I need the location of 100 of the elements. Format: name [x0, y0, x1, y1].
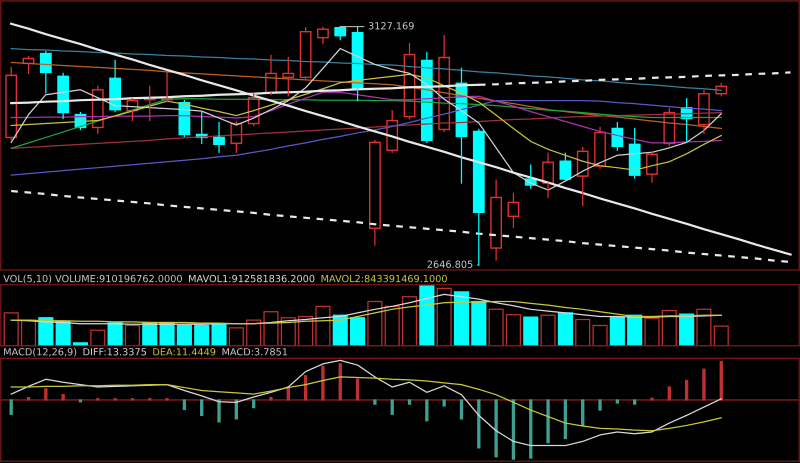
- candlestick: [144, 86, 156, 122]
- bar: [298, 316, 314, 346]
- bar: [668, 386, 671, 401]
- candlestick: [438, 35, 450, 132]
- candlestick: [386, 110, 398, 153]
- bar: [269, 397, 273, 401]
- bar: [408, 399, 412, 405]
- text: MACD:3.7851: [222, 348, 288, 356]
- bar: [540, 314, 556, 346]
- candlestick: [248, 92, 260, 126]
- candlestick: [663, 108, 676, 146]
- text: MAVOL1:912581836.2000: [189, 274, 314, 282]
- bar: [702, 368, 706, 401]
- candlestick: [126, 98, 138, 122]
- bar: [425, 399, 429, 422]
- bar: [523, 316, 538, 346]
- bar: [252, 399, 256, 408]
- candlestick: [40, 50, 52, 94]
- candlestick: [300, 27, 312, 79]
- bar: [581, 399, 584, 426]
- bar: [234, 399, 238, 420]
- bar: [350, 317, 366, 346]
- bar: [286, 386, 290, 401]
- text: DIFF:13.3375: [84, 348, 146, 356]
- bar: [610, 316, 625, 346]
- bar: [194, 324, 210, 346]
- bar: [575, 318, 590, 346]
- chart-title: VOL(5,10) VOLUME:910196762.0000: [3, 274, 182, 284]
- bar: [471, 300, 486, 346]
- candlestick: [334, 26, 346, 40]
- bar: [338, 363, 342, 401]
- bar: [558, 312, 573, 346]
- bar: [10, 399, 13, 415]
- candlestick: [368, 140, 381, 246]
- bar: [4, 312, 19, 346]
- bar: [506, 314, 521, 346]
- bar: [44, 388, 48, 401]
- bar: [419, 285, 434, 346]
- bar: [598, 399, 602, 411]
- bar: [211, 324, 227, 346]
- bar: [390, 399, 394, 415]
- bar: [246, 319, 262, 346]
- bar: [315, 306, 330, 346]
- candlestick: [560, 152, 572, 182]
- bar: [592, 324, 608, 346]
- bar: [442, 399, 446, 407]
- bar: [200, 399, 204, 416]
- bar: [679, 313, 694, 346]
- bar: [228, 327, 244, 346]
- bar: [720, 360, 723, 401]
- bar: [633, 399, 636, 405]
- bar: [280, 317, 296, 346]
- bar: [56, 320, 71, 346]
- chart-title: MACD(12,26,9): [4, 348, 76, 357]
- bar: [627, 314, 642, 346]
- bar: [684, 380, 688, 401]
- bar: [142, 322, 158, 346]
- candlestick: [317, 26, 329, 44]
- bar: [108, 322, 123, 346]
- bar: [332, 314, 348, 346]
- annotation: 2646.805: [428, 260, 472, 268]
- text: MAVOL2:843391469.1000: [322, 274, 447, 282]
- bar: [644, 318, 660, 346]
- bar: [494, 399, 498, 458]
- bar: [477, 399, 480, 449]
- bar: [26, 397, 30, 401]
- candlestick: [542, 152, 554, 198]
- bar: [616, 399, 620, 404]
- bar: [460, 399, 464, 420]
- bar: [90, 330, 106, 346]
- candlestick: [646, 152, 658, 183]
- bar: [263, 311, 279, 346]
- candlestick: [628, 128, 641, 179]
- bar: [176, 324, 192, 346]
- bar: [72, 342, 88, 346]
- candlestick: [161, 72, 173, 102]
- bar: [304, 375, 308, 401]
- candlestick: [230, 120, 242, 153]
- candlestick: [213, 122, 225, 153]
- candlestick: [404, 42, 416, 120]
- candlestick: [576, 146, 589, 206]
- candlestick: [5, 66, 18, 140]
- bar: [488, 308, 504, 346]
- bar: [367, 300, 382, 346]
- bar: [373, 399, 377, 405]
- bar: [124, 324, 140, 346]
- text: DEA:11.4449: [153, 348, 216, 356]
- bar: [402, 296, 418, 346]
- bar: [38, 317, 54, 346]
- bar: [436, 288, 452, 346]
- bar: [384, 306, 400, 346]
- bar: [356, 378, 360, 401]
- candlestick: [594, 126, 606, 169]
- candlestick: [265, 54, 277, 96]
- candlestick: [490, 179, 502, 261]
- bar: [454, 291, 470, 346]
- candlestick: [22, 56, 34, 74]
- bar: [529, 399, 532, 459]
- bar: [61, 394, 65, 401]
- bar: [182, 399, 186, 410]
